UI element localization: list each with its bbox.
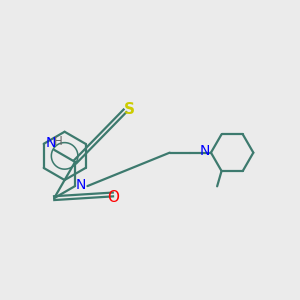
Text: N: N: [75, 178, 85, 193]
Text: N: N: [45, 136, 56, 150]
Text: N: N: [199, 144, 210, 158]
Text: H: H: [54, 134, 62, 148]
Text: S: S: [124, 102, 135, 117]
Text: O: O: [107, 190, 119, 205]
